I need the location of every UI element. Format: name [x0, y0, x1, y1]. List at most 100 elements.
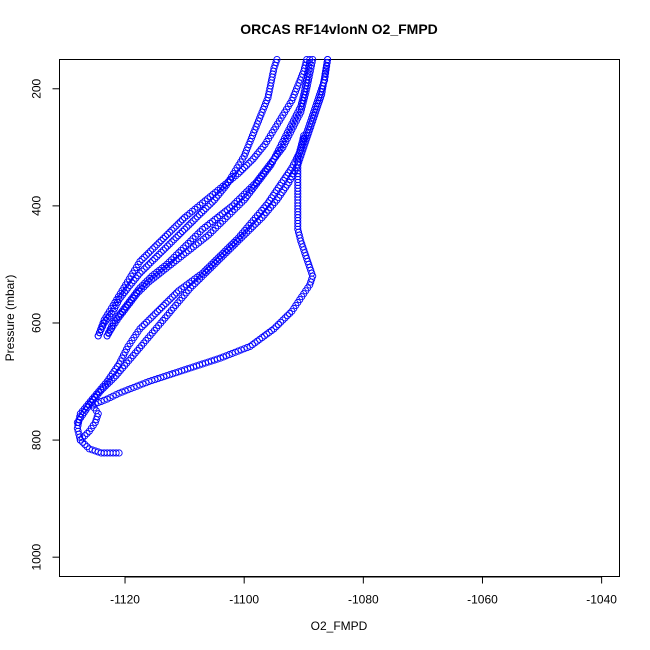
- data-point: [198, 209, 206, 217]
- data-point: [254, 177, 263, 185]
- data-point: [219, 249, 227, 257]
- data-point: [131, 349, 139, 357]
- data-point: [202, 204, 210, 212]
- data-point: [164, 242, 172, 250]
- data-point: [263, 330, 271, 338]
- data-point: [255, 148, 263, 156]
- data-point: [210, 196, 218, 204]
- data-point: [321, 73, 329, 81]
- data-point: [138, 267, 146, 275]
- data-point: [196, 228, 204, 236]
- data-point: [260, 170, 268, 178]
- data-point: [181, 225, 189, 233]
- data-point: [155, 250, 163, 258]
- x-tick-label: -1100: [229, 593, 259, 607]
- data-point: [133, 290, 141, 298]
- data-point: [166, 240, 174, 248]
- data-point: [251, 153, 259, 161]
- data-point: [148, 272, 156, 280]
- data-point: [221, 215, 229, 223]
- data-point: [142, 379, 150, 387]
- data-point: [147, 259, 155, 267]
- data-point: [174, 220, 182, 228]
- x-tick-label: -1120: [110, 593, 140, 607]
- data-point: [149, 257, 157, 265]
- data-point: [159, 246, 167, 254]
- data-point: [140, 339, 148, 347]
- data-point: [249, 155, 257, 163]
- data-point: [168, 226, 176, 234]
- data-point: [218, 186, 226, 194]
- data-point: [138, 323, 146, 331]
- data-point: [265, 163, 273, 171]
- data-point: [200, 271, 208, 279]
- data-point: [185, 247, 193, 255]
- data-point: [267, 203, 275, 212]
- data-point: [204, 202, 212, 210]
- data-point: [245, 189, 254, 197]
- data-point: [189, 235, 197, 243]
- data-point: [210, 258, 218, 266]
- x-axis-label: O2_FMPD: [311, 619, 368, 633]
- data-point: [204, 266, 212, 274]
- data-point: [227, 244, 235, 252]
- data-point: [180, 291, 188, 299]
- data-point: [240, 196, 248, 204]
- data-point: [260, 211, 268, 219]
- data-point: [168, 293, 176, 301]
- data-point: [242, 229, 250, 237]
- data-point: [79, 434, 87, 442]
- data-point: [251, 182, 259, 190]
- data-point: [130, 276, 138, 285]
- data-point: [238, 198, 246, 206]
- data-point: [277, 318, 285, 326]
- data-point: [205, 263, 213, 271]
- data-point: [198, 225, 207, 233]
- data-point: [214, 191, 222, 199]
- data-point: [260, 332, 268, 340]
- data-point: [151, 255, 159, 263]
- data-point: [176, 218, 184, 226]
- data-point: [324, 55, 332, 64]
- data-point: [142, 280, 151, 288]
- data-point: [136, 257, 144, 266]
- data-point: [258, 173, 266, 181]
- data-point: [182, 289, 190, 297]
- data-point: [208, 217, 216, 226]
- data-point: [203, 265, 211, 273]
- data-point: [197, 237, 205, 245]
- data-point: [274, 320, 282, 328]
- data-point: [147, 247, 155, 255]
- data-point: [262, 209, 270, 217]
- data-point: [129, 294, 137, 302]
- data-point: [198, 273, 206, 281]
- data-point: [219, 353, 227, 361]
- data-point: [251, 220, 259, 228]
- data-point: [256, 335, 264, 343]
- data-point: [247, 187, 255, 195]
- data-point: [216, 255, 224, 263]
- data-point: [229, 242, 237, 250]
- data-point: [303, 73, 311, 81]
- data-point: [189, 282, 197, 290]
- data-point: [226, 210, 234, 218]
- data-point: [136, 284, 144, 292]
- data-point: [96, 329, 104, 337]
- y-tick-label: 1000: [30, 544, 44, 571]
- data-point: [143, 277, 151, 285]
- data-point: [176, 229, 184, 238]
- data-point: [160, 262, 168, 270]
- data-point: [94, 332, 102, 340]
- data-point: [152, 272, 160, 280]
- data-point: [102, 317, 110, 325]
- data-point: [191, 215, 199, 223]
- data-point: [161, 314, 169, 322]
- data-point: [117, 311, 125, 319]
- data-point: [170, 224, 178, 232]
- data-point: [81, 432, 89, 440]
- data-point: [219, 217, 227, 225]
- data-point: [160, 301, 168, 309]
- data-point: [253, 150, 261, 158]
- data-point: [214, 222, 222, 230]
- data-point: [132, 274, 140, 282]
